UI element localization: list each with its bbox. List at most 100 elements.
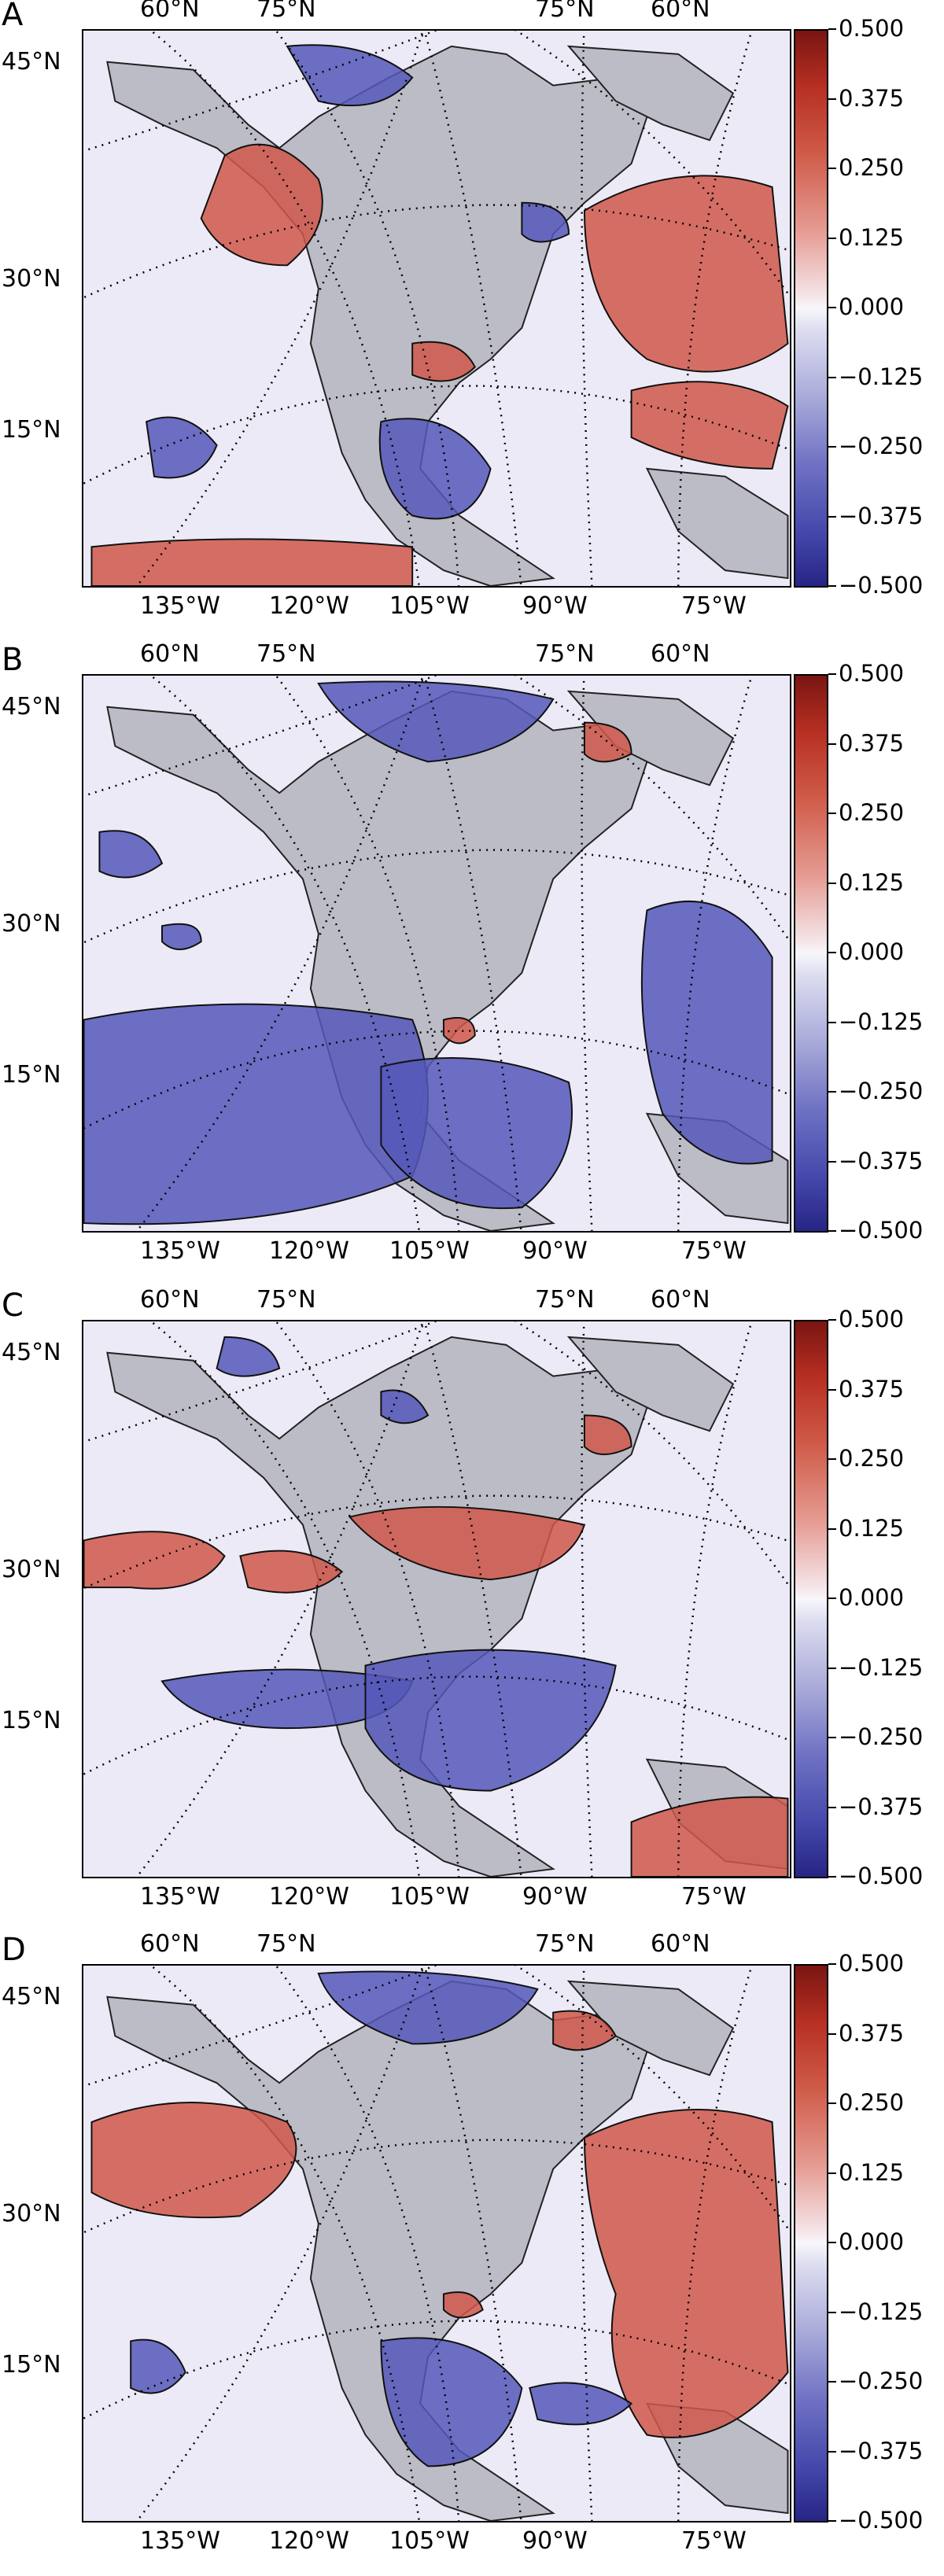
land-mass (106, 1336, 648, 1877)
colorbar (794, 29, 828, 588)
colorbar-tick (828, 446, 836, 448)
lon-label: 135°W (140, 592, 220, 620)
left-lat-label: 15°N (2, 416, 61, 444)
colorbar-tick (828, 376, 836, 378)
colorbar-tick-label: −0.500 (839, 572, 924, 599)
lon-label: 105°W (389, 592, 470, 620)
positive-anomaly-region (552, 2010, 617, 2051)
colorbar-tick (828, 1230, 836, 1232)
positive-anomaly-region (583, 2109, 789, 2438)
land-mass (566, 45, 735, 142)
colorbar-tick (828, 168, 836, 169)
colorbar-tick-label: −0.125 (839, 363, 924, 390)
colorbar-tick (828, 882, 836, 884)
lon-label: 135°W (140, 1237, 220, 1265)
positive-anomaly-region (90, 538, 414, 586)
graticule-line (581, 1966, 593, 2521)
top-lat-label: 75°N (535, 1286, 595, 1314)
left-lat-label: 30°N (2, 1556, 61, 1583)
panel-letter: B (2, 642, 24, 678)
colorbar-tick (828, 2311, 836, 2313)
positive-anomaly-region (583, 1414, 632, 1455)
land-mass (645, 467, 789, 580)
positive-anomaly-region (83, 1531, 226, 1590)
graticule-line (83, 31, 438, 153)
graticule-line (514, 676, 790, 943)
top-lat-label: 75°N (535, 0, 595, 23)
negative-anomaly-region (286, 44, 414, 107)
colorbar-tick (828, 2102, 836, 2104)
colorbar-tick-label: 0.375 (839, 84, 905, 112)
colorbar-tick-label: 0.000 (839, 293, 905, 320)
negative-anomaly-region (640, 901, 773, 1165)
top-lat-label: 60°N (140, 0, 200, 23)
lon-label: 90°W (522, 1883, 588, 1911)
graticule-line (514, 1966, 790, 2233)
graticule-line (514, 1321, 790, 1589)
map-canvas (83, 676, 790, 1231)
colorbar-tick-label: 0.500 (839, 1950, 905, 1977)
graticule-line (581, 676, 593, 1231)
colorbar-tick (828, 1091, 836, 1093)
colorbar-tick (828, 1963, 836, 1965)
negative-anomaly-region (521, 201, 570, 243)
colorbar-tick (828, 1598, 836, 1599)
colorbar-tick-label: −0.375 (839, 2437, 924, 2464)
left-lat-label: 30°N (2, 2200, 61, 2228)
map-panel-d: D 60°N 75°N 75°N 60°N 45°N 30°N 15°N 135°W 120°W 1… (0, 1930, 944, 2576)
colorbar-tick (828, 28, 836, 30)
colorbar-tick-label: 0.375 (839, 729, 905, 757)
map-plot-area (82, 29, 791, 588)
colorbar-tick (828, 2520, 836, 2522)
top-lat-label: 60°N (140, 640, 200, 668)
colorbar-tick (828, 1737, 836, 1738)
negative-anomaly-region (317, 1970, 539, 2045)
top-lat-label: 75°N (256, 0, 316, 23)
top-lat-label: 75°N (535, 1930, 595, 1958)
top-lat-label: 60°N (651, 1286, 710, 1314)
colorbar-tick (828, 1319, 836, 1321)
colorbar-tick-label: −0.250 (839, 1723, 924, 1750)
colorbar-tick-label: 0.125 (839, 2158, 905, 2186)
positive-anomaly-region (348, 1505, 586, 1581)
lon-label: 135°W (140, 2527, 220, 2555)
map-panel-a: A 60°N 75°N 75°N 60°N 45°N 30°N 15°N 135°W 120°W 1… (0, 0, 944, 641)
map-plot-area (82, 1320, 791, 1878)
graticule-line (677, 1321, 753, 1877)
colorbar-tick (828, 673, 836, 675)
colorbar-tick-label: 0.000 (839, 938, 905, 965)
colorbar-tick-label: 0.375 (839, 2019, 905, 2047)
colorbar-tick (828, 2381, 836, 2383)
negative-anomaly-region (380, 2337, 523, 2467)
graticule-line (581, 1321, 593, 1877)
lon-label: 120°W (269, 1883, 349, 1911)
top-lat-label: 75°N (256, 1286, 316, 1314)
left-lat-label: 15°N (2, 1707, 61, 1734)
colorbar-tick (828, 952, 836, 953)
colorbar-tick (828, 1667, 836, 1669)
colorbar-tick-label: −0.375 (839, 1147, 924, 1174)
graticule-line (677, 676, 753, 1231)
colorbar-tick (828, 2172, 836, 2174)
colorbar (794, 1964, 828, 2523)
colorbar-tick (828, 98, 836, 100)
colorbar-tick-label: 0.500 (839, 660, 905, 687)
lon-label: 105°W (389, 1237, 470, 1265)
colorbar-tick (828, 743, 836, 745)
colorbar-tick-label: 0.250 (839, 154, 905, 181)
left-lat-label: 15°N (2, 2351, 61, 2379)
positive-anomaly-region (442, 1017, 476, 1045)
top-lat-label: 75°N (256, 1930, 316, 1958)
graticule-line (83, 676, 438, 798)
colorbar-tick-label: 0.125 (839, 868, 905, 896)
colorbar-tick (828, 2242, 836, 2243)
colorbar-tick (828, 1458, 836, 1460)
positive-anomaly-region (411, 341, 476, 382)
colorbar-tick-label: 0.250 (839, 1445, 905, 1472)
panel-letter: A (2, 0, 24, 33)
colorbar-tick (828, 515, 836, 518)
lon-label: 105°W (389, 2527, 470, 2555)
lon-label: 75°W (681, 1883, 747, 1911)
negative-anomaly-region (380, 1057, 573, 1210)
graticule-line (677, 1966, 753, 2521)
